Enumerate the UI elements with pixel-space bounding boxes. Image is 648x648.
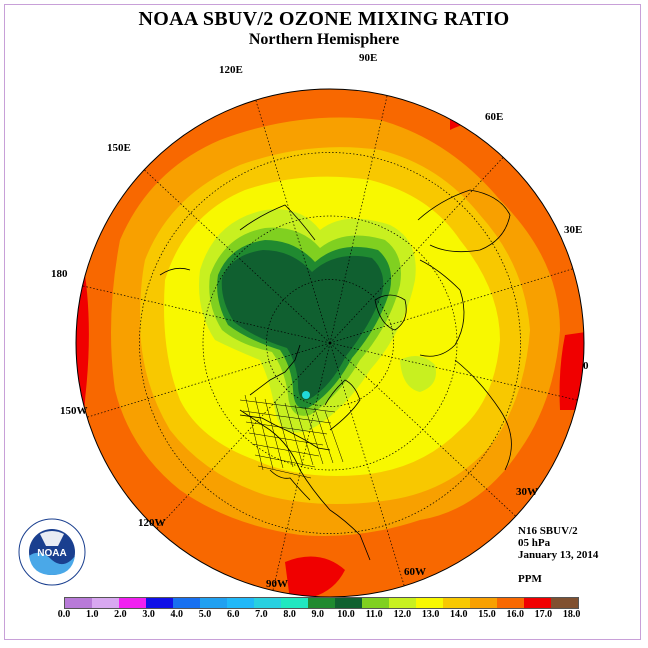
grid-line	[245, 421, 328, 435]
meridian-line	[156, 342, 331, 530]
colorbar-swatch	[254, 598, 281, 608]
noaa-logo: NOAA	[18, 518, 86, 586]
grid-line	[242, 410, 332, 424]
lon-label-30e: 30E	[564, 224, 583, 236]
colorbar-tick-label: 18.0	[562, 609, 581, 620]
grid-line	[257, 465, 312, 479]
colorbar-tick-label: 13.0	[421, 609, 440, 620]
colorbar-tick-label: 2.0	[114, 609, 127, 620]
colorbar-swatch	[281, 598, 308, 608]
instrument-label: N16 SBUV/2	[518, 525, 578, 537]
latitude-circle	[202, 215, 458, 471]
colorbar-tick-label: 5.0	[198, 609, 212, 620]
colorbar-swatch	[362, 598, 389, 608]
page-subtitle: Northern Hemisphere	[248, 31, 400, 48]
grid-line	[239, 399, 336, 413]
colorbar-swatch	[524, 598, 551, 608]
meridian-line	[255, 99, 331, 344]
colorbar-tick-label: 14.0	[450, 609, 468, 620]
lon-label-150w: 150W	[60, 405, 88, 417]
pressure-level-label: 05 hPa	[518, 537, 551, 549]
grid-line	[264, 398, 284, 469]
lon-label-90w: 90W	[266, 578, 288, 590]
lon-label-180: 180	[51, 268, 68, 280]
meridian-line	[329, 156, 504, 344]
colorbar-tick-label: 0.0	[57, 609, 71, 620]
colorbar-tick-label: 8.0	[283, 609, 296, 620]
colorbar-swatch	[335, 598, 362, 608]
grid-line	[314, 408, 334, 464]
contour-11-east	[400, 356, 436, 392]
grid-line	[284, 402, 304, 467]
lon-label-120e: 120E	[219, 64, 243, 76]
colorbar-tick-label: 10.0	[337, 609, 355, 620]
colorbar-swatch	[65, 598, 92, 608]
grid-line	[254, 454, 316, 468]
colorbar-swatch	[308, 598, 335, 608]
colorbar-swatch	[119, 598, 146, 608]
lon-label-60e: 60E	[485, 111, 504, 123]
colorbar-swatch	[200, 598, 227, 608]
meridian-line	[329, 342, 405, 587]
colorbar-tick-label: 4.0	[170, 609, 184, 620]
colorbar-tick-label: 3.0	[142, 609, 155, 620]
meridian-line	[329, 268, 574, 344]
date-label: January 13, 2014	[518, 549, 599, 561]
colorbar-tick-label: 12.0	[393, 609, 412, 620]
colorbar-swatch	[389, 598, 416, 608]
colorbar-tick-label: 15.0	[478, 609, 496, 620]
colorbar-tick-label: 9.0	[311, 609, 325, 620]
meridian-line	[82, 285, 331, 344]
grid-line	[324, 410, 344, 463]
lon-label-60w: 60W	[404, 566, 426, 578]
contour-16-east	[559, 330, 584, 410]
grid-line	[294, 404, 314, 466]
colorbar-tick-label: 6.0	[226, 609, 240, 620]
grid-line	[244, 394, 264, 471]
meridian-line	[86, 342, 331, 418]
lon-label-120w: 120W	[138, 517, 166, 529]
colorbar-swatch	[416, 598, 443, 608]
meridian-line	[272, 342, 331, 591]
colorbar-tick-label: 1.0	[85, 609, 99, 620]
colorbar-tick-label: 17.0	[534, 609, 553, 620]
lon-label-30w: 30W	[516, 486, 538, 498]
lon-label-90e: 90E	[359, 52, 378, 64]
colorbar-swatch	[497, 598, 524, 608]
colorbar-swatch	[470, 598, 497, 608]
grid-line	[254, 396, 274, 470]
north-america-grid	[239, 394, 344, 479]
meridian-line	[143, 169, 331, 344]
page-title: NOAA SBUV/2 OZONE MIXING RATIO	[138, 8, 510, 30]
lon-label-150e: 150E	[107, 142, 131, 154]
contour-16-south	[285, 556, 345, 597]
colorbar-swatch	[146, 598, 173, 608]
colorbar-swatch	[551, 598, 578, 608]
grid-line	[274, 400, 294, 468]
colorbar-swatch	[227, 598, 254, 608]
grid-line	[248, 432, 324, 446]
meridian-line	[329, 342, 517, 517]
meridian-line	[329, 342, 578, 401]
latitude-circle	[139, 152, 521, 534]
ozone-field	[76, 89, 584, 597]
grid-line	[304, 406, 324, 465]
figure-frame	[4, 4, 641, 640]
colorbar-swatch	[173, 598, 200, 608]
logo-text: NOAA	[37, 548, 66, 559]
meridian-line	[329, 95, 388, 344]
colorbar	[64, 597, 579, 609]
colorbar-swatch	[443, 598, 470, 608]
colorbar-tick-label: 11.0	[365, 609, 383, 620]
colorbar-tick-label: 16.0	[506, 609, 524, 620]
latitude-circle	[266, 279, 394, 407]
minimum-spot	[302, 391, 310, 399]
lon-label-0: 0	[583, 360, 589, 372]
units-label: PPM	[518, 573, 542, 585]
graticule	[82, 95, 578, 591]
colorbar-tick-label: 7.0	[255, 609, 268, 620]
colorbar-swatch	[92, 598, 119, 608]
grid-line	[251, 443, 320, 457]
